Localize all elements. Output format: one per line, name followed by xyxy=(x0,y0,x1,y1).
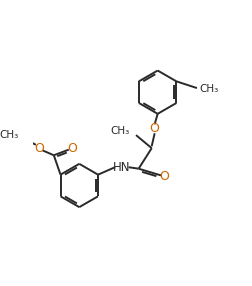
Text: CH₃: CH₃ xyxy=(199,84,218,94)
Text: CH₃: CH₃ xyxy=(0,130,18,140)
Text: HN: HN xyxy=(113,161,130,174)
Text: O: O xyxy=(149,122,159,135)
Text: CH₃: CH₃ xyxy=(110,126,130,136)
Text: O: O xyxy=(159,170,169,183)
Text: O: O xyxy=(34,142,44,155)
Text: O: O xyxy=(67,142,76,155)
